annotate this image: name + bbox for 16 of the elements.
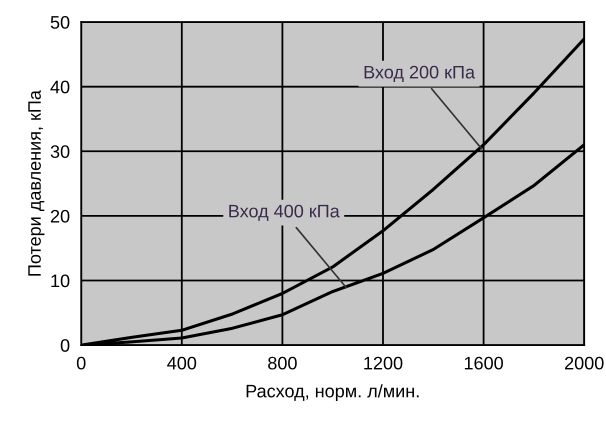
y-tick-label: 30 [50,145,70,158]
x-tick-label: 400 [167,356,196,370]
x-tick-label: 0 [76,356,86,370]
x-tick-label: 1200 [364,356,402,370]
y-tick-label: 10 [51,274,70,288]
x-tick-label: 2000 [565,356,604,370]
annotation: Вход 400 кПа [229,204,340,221]
y-tick-label: 50 [50,16,70,29]
y-tick-label: 20 [50,210,70,223]
y-tick-label: 0 [60,339,70,352]
x-axis-title: Расход, норм. л/мин. [246,384,419,402]
x-tick-label: 800 [268,356,297,370]
y-tick-label: 40 [50,80,70,94]
annotation: Вход 200 кПа [364,66,476,82]
x-tick-label: 1600 [464,356,503,370]
y-axis-title: Потери давления, кПа [28,90,44,276]
